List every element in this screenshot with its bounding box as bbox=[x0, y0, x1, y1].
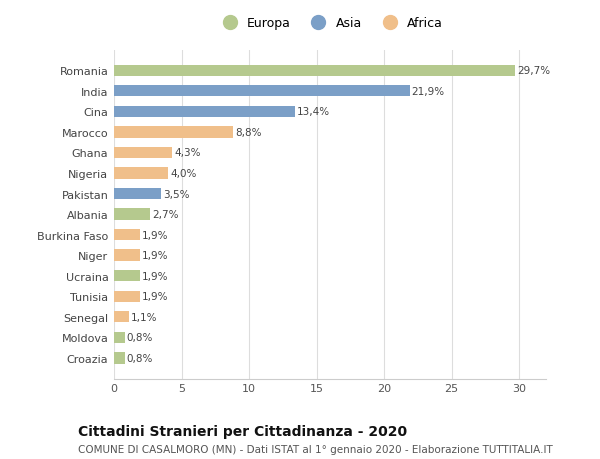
Text: 3,5%: 3,5% bbox=[163, 189, 190, 199]
Text: 29,7%: 29,7% bbox=[517, 66, 550, 76]
Text: COMUNE DI CASALMORO (MN) - Dati ISTAT al 1° gennaio 2020 - Elaborazione TUTTITAL: COMUNE DI CASALMORO (MN) - Dati ISTAT al… bbox=[78, 444, 553, 454]
Bar bbox=[114, 209, 151, 220]
Text: 1,1%: 1,1% bbox=[131, 312, 157, 322]
Text: 13,4%: 13,4% bbox=[297, 107, 330, 117]
Bar bbox=[114, 127, 233, 138]
Bar bbox=[114, 168, 168, 179]
Bar bbox=[114, 147, 172, 159]
Bar bbox=[114, 86, 410, 97]
Bar bbox=[114, 250, 140, 261]
Bar bbox=[114, 230, 140, 241]
Text: 1,9%: 1,9% bbox=[142, 291, 168, 302]
Bar bbox=[114, 332, 125, 343]
Text: 4,0%: 4,0% bbox=[170, 168, 196, 179]
Text: 0,8%: 0,8% bbox=[127, 353, 153, 363]
Text: 21,9%: 21,9% bbox=[412, 87, 445, 96]
Bar bbox=[114, 353, 125, 364]
Bar bbox=[114, 65, 515, 77]
Text: 2,7%: 2,7% bbox=[152, 210, 179, 219]
Text: 4,3%: 4,3% bbox=[174, 148, 200, 158]
Text: 0,8%: 0,8% bbox=[127, 333, 153, 342]
Bar bbox=[114, 312, 129, 323]
Text: 1,9%: 1,9% bbox=[142, 271, 168, 281]
Text: Cittadini Stranieri per Cittadinanza - 2020: Cittadini Stranieri per Cittadinanza - 2… bbox=[78, 425, 407, 438]
Text: 8,8%: 8,8% bbox=[235, 128, 262, 138]
Bar bbox=[114, 291, 140, 302]
Bar bbox=[114, 189, 161, 200]
Text: 1,9%: 1,9% bbox=[142, 251, 168, 261]
Bar bbox=[114, 270, 140, 282]
Bar bbox=[114, 106, 295, 118]
Legend: Europa, Asia, Africa: Europa, Asia, Africa bbox=[217, 17, 443, 30]
Text: 1,9%: 1,9% bbox=[142, 230, 168, 240]
